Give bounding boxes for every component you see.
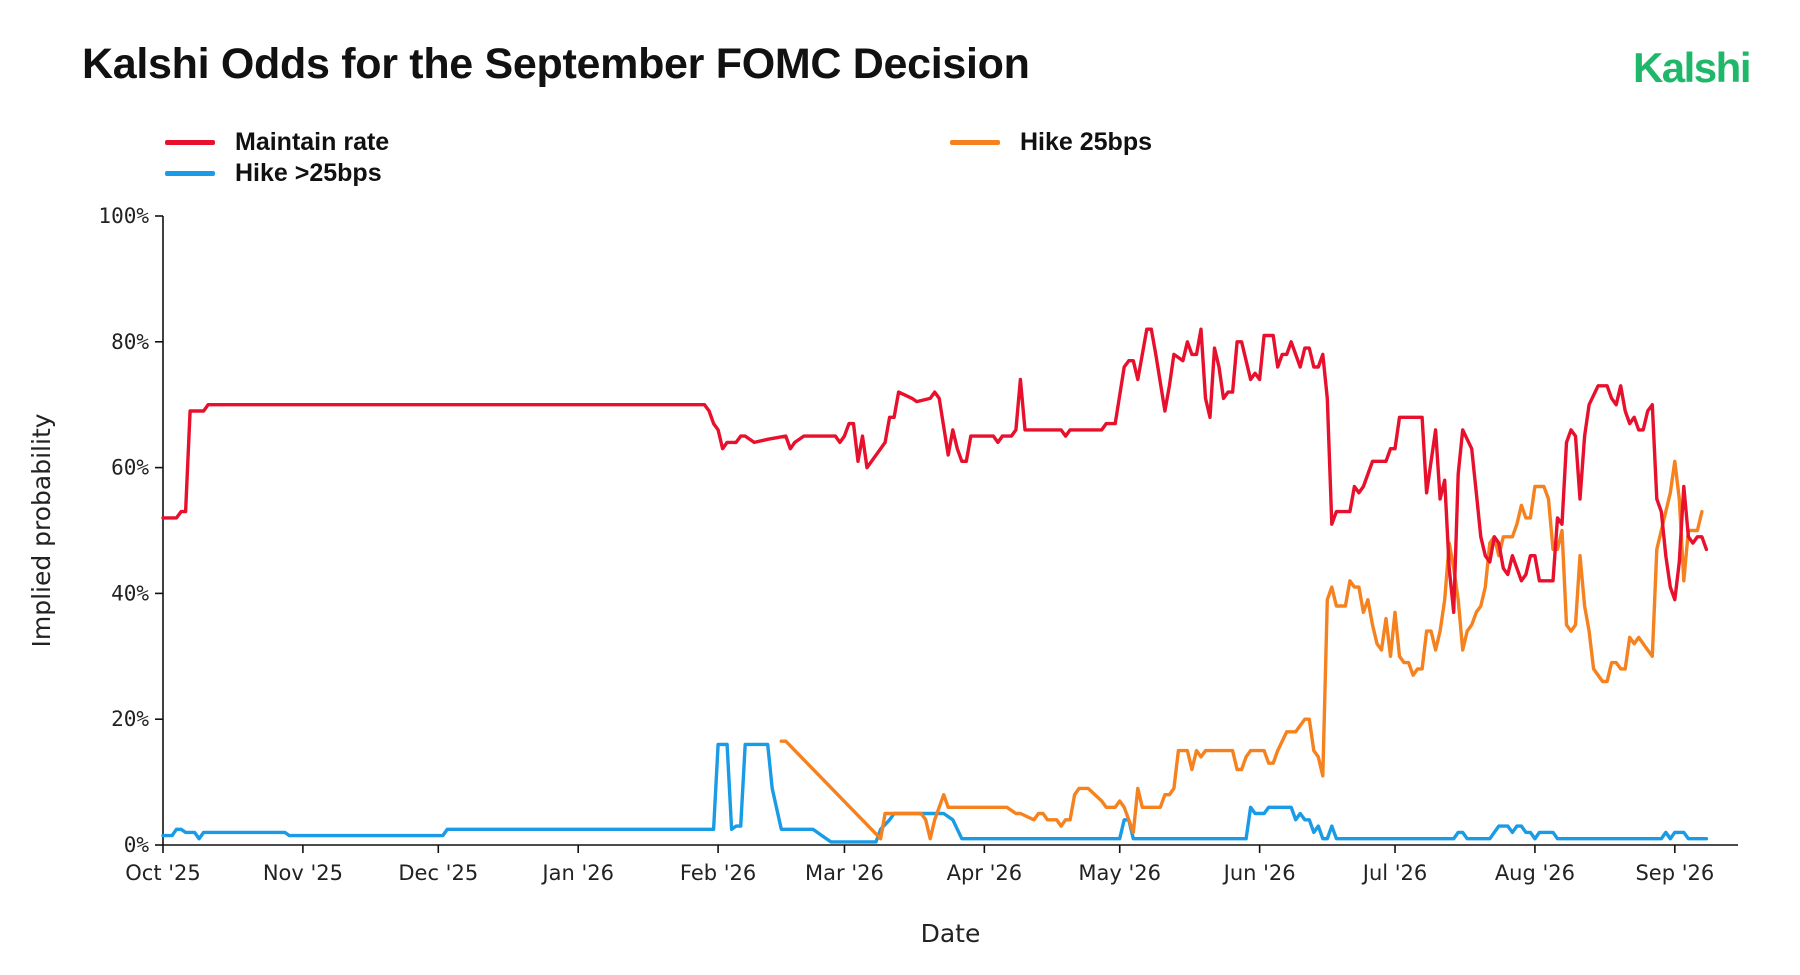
x-tick-label: Jul '26 — [1361, 861, 1428, 885]
x-tick-label: Apr '26 — [947, 861, 1023, 885]
legend-label-hike-gt-25bps: Hike >25bps — [235, 159, 382, 187]
y-axis-label: Implied probability — [27, 413, 56, 647]
y-tick-label: 0% — [124, 833, 150, 857]
x-tick-label: Nov '25 — [263, 861, 343, 885]
chart-series — [161, 327, 1709, 844]
y-tick-label: 60% — [111, 456, 149, 480]
legend-swatch-maintain-rate — [165, 140, 215, 145]
legend-item-maintain-rate: Maintain rate — [165, 128, 389, 157]
legend-swatch-hike-25bps — [950, 140, 1000, 145]
x-tick-label: Jan '26 — [540, 861, 614, 885]
series-line-hike-25bps — [779, 459, 1704, 841]
x-tick-label: Dec '25 — [398, 861, 478, 885]
chart-title: Kalshi Odds for the September FOMC Decis… — [82, 40, 1030, 88]
x-tick-label: Aug '26 — [1495, 861, 1575, 885]
legend-item-hike-gt-25bps: Hike >25bps — [165, 159, 382, 188]
y-tick-label: 20% — [111, 707, 149, 731]
y-tick-label: 80% — [111, 330, 149, 354]
legend-label-hike-25bps: Hike 25bps — [1020, 128, 1153, 156]
legend-swatch-hike-gt-25bps — [165, 171, 215, 176]
x-tick-label: Feb '26 — [680, 861, 756, 885]
y-tick-label: 100% — [98, 204, 149, 228]
x-tick-label: May '26 — [1078, 861, 1161, 885]
x-tick-label: Jun '26 — [1222, 861, 1296, 885]
series-line-maintain-rate — [161, 327, 1709, 614]
y-tick-label: 40% — [111, 581, 149, 605]
legend-label-maintain-rate: Maintain rate — [235, 128, 390, 156]
legend-item-hike-25bps: Hike 25bps — [950, 128, 1152, 157]
x-tick-label: Oct '25 — [125, 861, 200, 885]
x-tick-label: Sep '26 — [1635, 861, 1714, 885]
x-tick-label: Mar '26 — [805, 861, 884, 885]
kalshi-logo: Kalshi — [1632, 44, 1752, 91]
series-line-hike-gt-25bps — [161, 742, 1709, 844]
x-axis-label: Date — [921, 919, 981, 948]
chart-axes: 0% 20% 40% 60% 80% 100% Oct '25 Nov '25 Dec '25 J… — [98, 204, 1738, 885]
